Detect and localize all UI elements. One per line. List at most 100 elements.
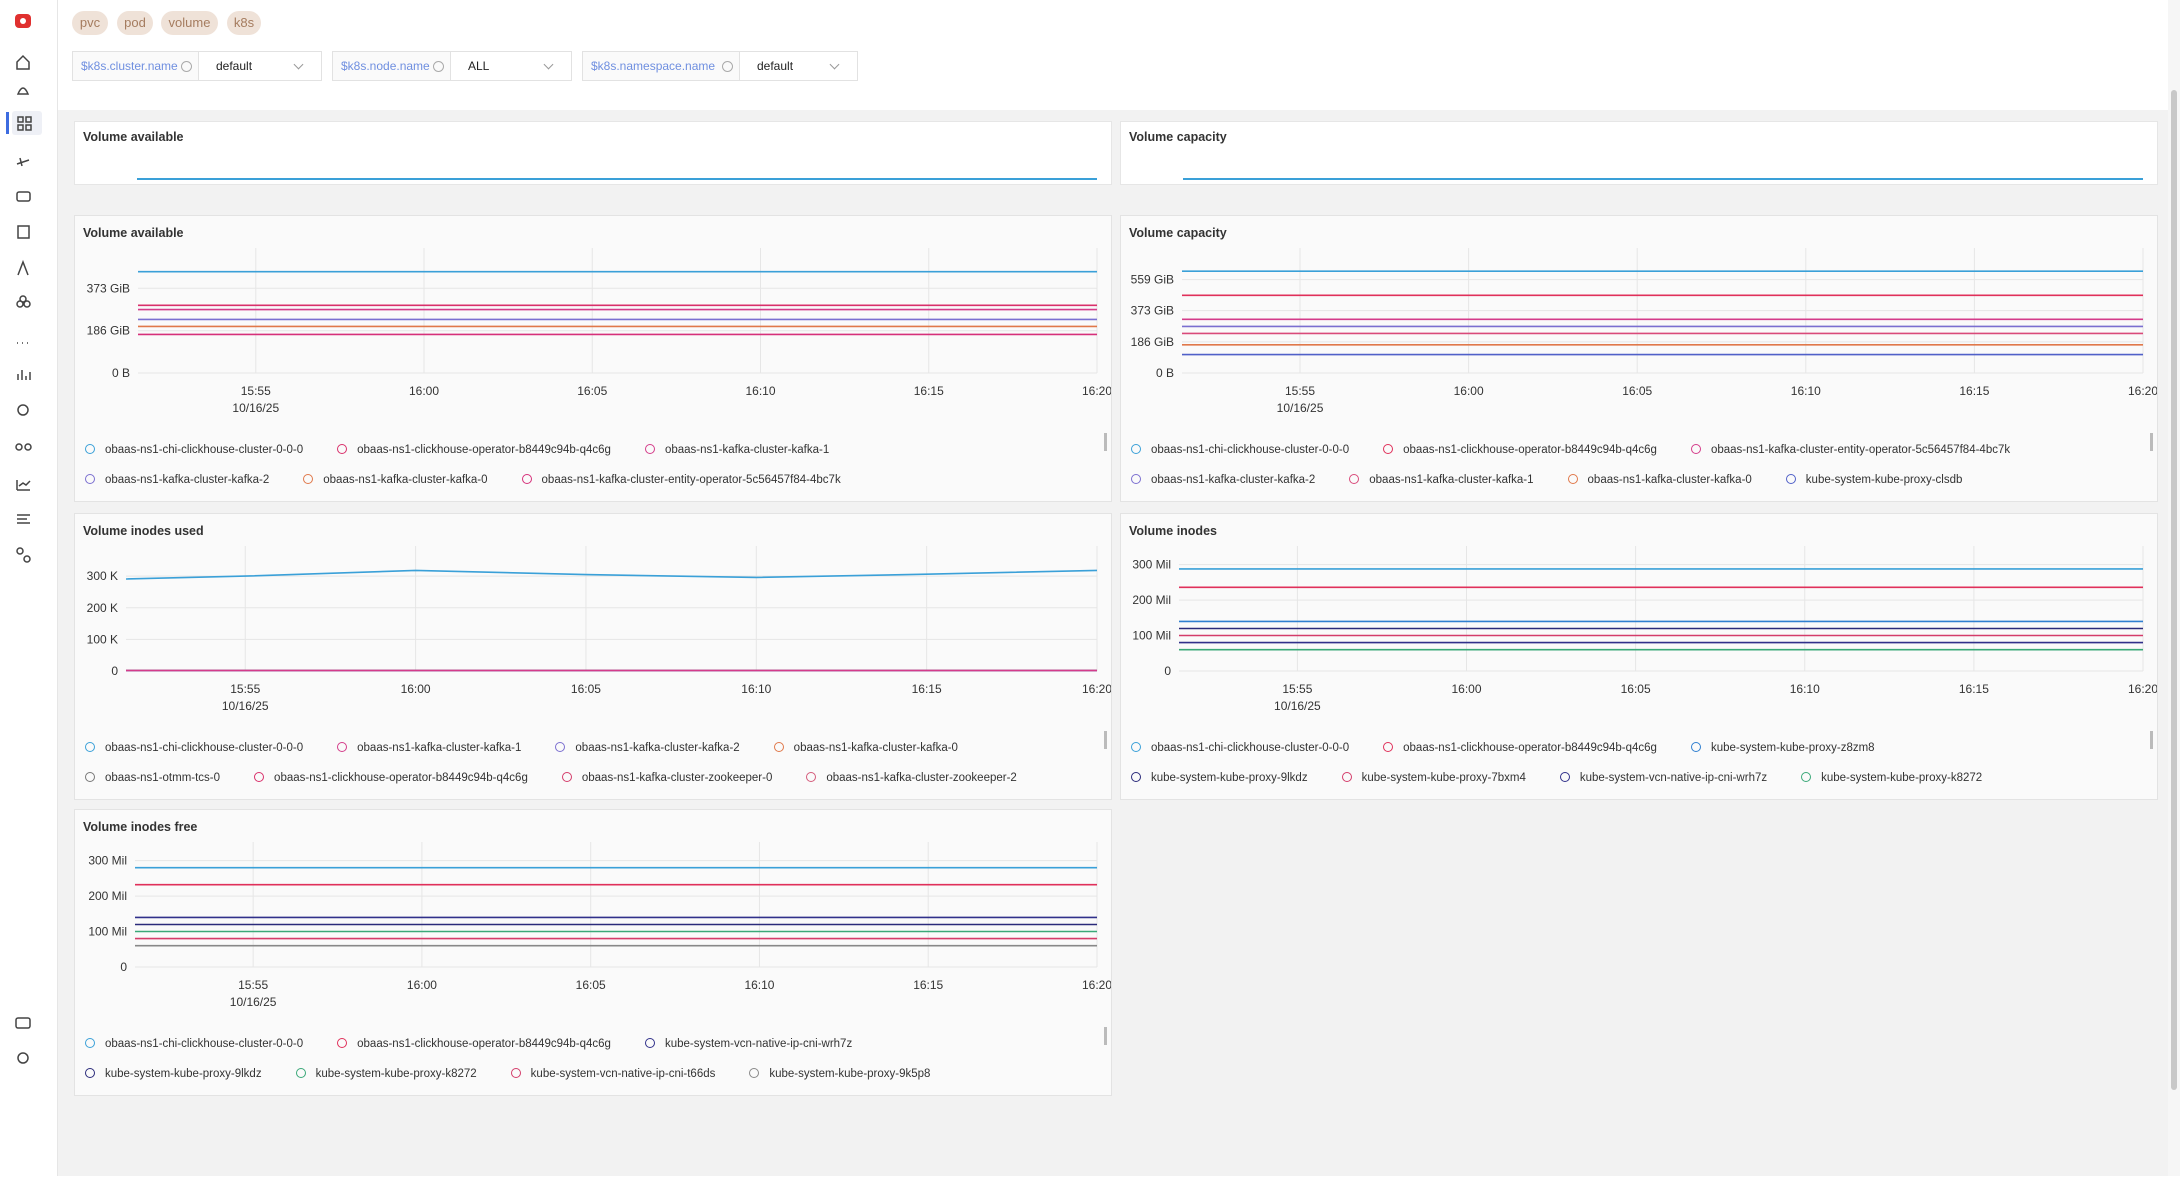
legend-item[interactable]: kube-system-kube-proxy-k8272 [1801,772,1982,784]
legend-label: kube-system-kube-proxy-z8zm8 [1711,742,1875,754]
legend-item[interactable]: obaas-ns1-kafka-cluster-zookeeper-2 [806,772,1016,784]
legend-item[interactable]: obaas-ns1-kafka-cluster-entity-operator-… [1691,444,2010,456]
legend-label: obaas-ns1-kafka-cluster-zookeeper-0 [582,772,772,784]
y-tick-label: 200 K [87,601,118,615]
x-tick-label: 15:55 [230,682,260,696]
tag[interactable]: pvc [72,11,108,35]
chart-panel: 0100 Mil200 Mil300 Mil15:5510/16/2516:00… [74,809,1112,1096]
legend-item[interactable]: obaas-ns1-kafka-cluster-kafka-2 [555,742,739,754]
legend-label: obaas-ns1-kafka-cluster-kafka-0 [323,474,487,486]
chart: 0 B186 GiB373 GiB15:5510/16/2516:0016:05… [75,216,1111,501]
legend-item[interactable]: obaas-ns1-kafka-cluster-zookeeper-0 [562,772,772,784]
legend-label: obaas-ns1-kafka-cluster-kafka-2 [1151,474,1315,486]
y-tick-label: 200 Mil [1132,593,1171,607]
legend-item[interactable]: obaas-ns1-kafka-cluster-kafka-0 [774,742,958,754]
legend-label: obaas-ns1-kafka-cluster-kafka-0 [1588,474,1752,486]
tag[interactable]: volume [161,11,218,35]
legend-label: kube-system-kube-proxy-9k5p8 [769,1068,930,1080]
legend-label: obaas-ns1-chi-clickhouse-cluster-0-0-0 [105,444,303,456]
legend-item[interactable]: obaas-ns1-kafka-cluster-kafka-2 [85,474,269,486]
y-tick-label: 300 K [87,569,118,583]
x-tick-label: 15:55 [1282,682,1312,696]
tag[interactable]: k8s [227,11,261,35]
scroll-thumb[interactable] [2171,90,2177,1090]
legend-item[interactable]: kube-system-vcn-native-ip-cni-t66ds [511,1068,716,1080]
panel-title: Volume available [83,130,184,144]
legend-item[interactable]: obaas-ns1-kafka-cluster-kafka-2 [1131,474,1315,486]
legend-item[interactable]: obaas-ns1-kafka-cluster-kafka-0 [303,474,487,486]
filter-value[interactable]: default [739,52,793,80]
legend-marker [85,474,95,484]
scrollbar[interactable] [2168,0,2180,1176]
y-tick-label: 0 B [1156,366,1174,380]
legend-item[interactable]: obaas-ns1-otmm-tcs-0 [85,772,220,784]
panel-title: Volume inodes [1129,524,1217,538]
x-tick-label: 16:15 [913,978,943,992]
legend-item[interactable]: kube-system-kube-proxy-9lkdz [1131,772,1308,784]
legend-item[interactable]: kube-system-kube-proxy-9k5p8 [749,1068,930,1080]
legend: obaas-ns1-otmm-tcs-0 obaas-ns1-clickhouse… [85,772,1051,784]
legend-scroll [2150,433,2153,451]
legend: obaas-ns1-chi-clickhouse-cluster-0-0-0 ob… [1131,444,2044,456]
legend-item[interactable]: kube-system-vcn-native-ip-cni-wrh7z [1560,772,1767,784]
x-tick-label: 15:55 [238,978,268,992]
y-tick-label: 300 Mil [88,854,127,868]
legend-item[interactable]: kube-system-vcn-native-ip-cni-wrh7z [645,1038,852,1050]
legend-marker [303,474,313,484]
legend-marker [85,742,95,752]
legend-item[interactable]: obaas-ns1-kafka-cluster-kafka-0 [1568,474,1752,486]
legend-item[interactable]: obaas-ns1-clickhouse-operator-b8449c94b-… [254,772,528,784]
legend-item[interactable]: obaas-ns1-kafka-cluster-kafka-1 [337,742,521,754]
legend-item[interactable]: obaas-ns1-kafka-cluster-kafka-1 [645,444,829,456]
x-tick-label: 16:00 [409,384,439,398]
legend-marker [511,1068,521,1078]
legend-label: obaas-ns1-kafka-cluster-kafka-2 [105,474,269,486]
legend-item[interactable]: obaas-ns1-clickhouse-operator-b8449c94b-… [1383,444,1657,456]
legend-marker [1131,742,1141,752]
legend: kube-system-kube-proxy-9lkdz kube-system-… [85,1068,964,1080]
x-tick-label: 16:05 [1621,682,1651,696]
chart: 0100 Mil200 Mil300 Mil15:5510/16/2516:00… [75,810,1111,1095]
legend-item[interactable]: obaas-ns1-clickhouse-operator-b8449c94b-… [337,1038,611,1050]
x-date-label: 10/16/25 [230,995,277,1009]
legend-item[interactable]: obaas-ns1-clickhouse-operator-b8449c94b-… [1383,742,1657,754]
filter: $k8s.node.nameALL [332,51,572,81]
legend-marker [806,772,816,782]
x-tick-label: 16:00 [1451,682,1481,696]
x-date-label: 10/16/25 [232,401,279,415]
legend-marker [1568,474,1578,484]
legend-label: kube-system-vcn-native-ip-cni-t66ds [531,1068,716,1080]
chart-panel: 0 B186 GiB373 GiB559 GiB15:5510/16/2516:… [1120,215,2158,502]
legend-item[interactable]: obaas-ns1-clickhouse-operator-b8449c94b-… [337,444,611,456]
legend-label: obaas-ns1-kafka-cluster-zookeeper-2 [826,772,1016,784]
legend-item[interactable]: kube-system-kube-proxy-9lkdz [85,1068,262,1080]
legend-item[interactable]: kube-system-kube-proxy-k8272 [296,1068,477,1080]
legend-label: obaas-ns1-kafka-cluster-entity-operator-… [1711,444,2010,456]
filter-value[interactable]: ALL [450,52,489,80]
legend-item[interactable]: obaas-ns1-kafka-cluster-entity-operator-… [522,474,841,486]
filter-value[interactable]: default [198,52,252,80]
y-tick-label: 0 [111,664,118,678]
x-tick-label: 16:15 [1959,682,1989,696]
legend-label: obaas-ns1-clickhouse-operator-b8449c94b-… [357,444,611,456]
legend-item[interactable]: kube-system-kube-proxy-clsdb [1786,474,1963,486]
chart: 0100 K200 K300 K15:5510/16/2516:0016:051… [75,514,1111,799]
legend-marker [337,742,347,752]
legend-item[interactable]: obaas-ns1-kafka-cluster-kafka-1 [1349,474,1533,486]
legend-item[interactable]: obaas-ns1-chi-clickhouse-cluster-0-0-0 [1131,742,1349,754]
legend: obaas-ns1-chi-clickhouse-cluster-0-0-0 ob… [1131,742,1909,754]
tag[interactable]: pod [117,11,153,35]
legend-item[interactable]: kube-system-kube-proxy-z8zm8 [1691,742,1875,754]
legend-item[interactable]: obaas-ns1-chi-clickhouse-cluster-0-0-0 [85,444,303,456]
x-tick-label: 16:10 [744,978,774,992]
panel-title: Volume capacity [1129,130,1227,144]
legend-item[interactable]: kube-system-kube-proxy-7bxm4 [1342,772,1526,784]
legend-item[interactable]: obaas-ns1-chi-clickhouse-cluster-0-0-0 [1131,444,1349,456]
legend: obaas-ns1-chi-clickhouse-cluster-0-0-0 ob… [85,742,992,754]
legend-label: kube-system-vcn-native-ip-cni-wrh7z [665,1038,852,1050]
legend-item[interactable]: obaas-ns1-chi-clickhouse-cluster-0-0-0 [85,742,303,754]
legend-item[interactable]: obaas-ns1-chi-clickhouse-cluster-0-0-0 [85,1038,303,1050]
legend-scroll [1104,1027,1107,1045]
y-tick-label: 373 GiB [1131,304,1174,318]
